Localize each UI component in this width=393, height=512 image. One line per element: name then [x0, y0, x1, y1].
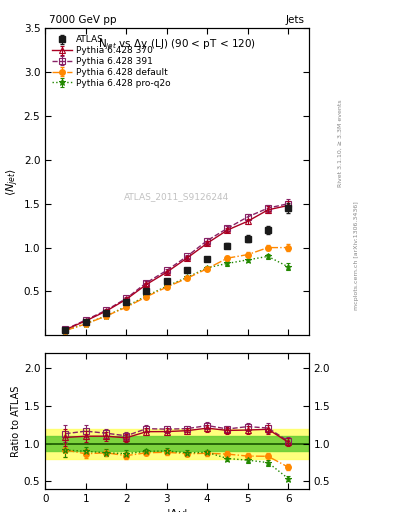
- Legend: ATLAS, Pythia 6.428 370, Pythia 6.428 391, Pythia 6.428 default, Pythia 6.428 pr: ATLAS, Pythia 6.428 370, Pythia 6.428 39…: [50, 33, 173, 90]
- Text: Rivet 3.1.10, ≥ 3.3M events: Rivet 3.1.10, ≥ 3.3M events: [338, 99, 343, 187]
- Text: 7000 GeV pp: 7000 GeV pp: [49, 15, 117, 26]
- Text: mcplots.cern.ch [arXiv:1306.3436]: mcplots.cern.ch [arXiv:1306.3436]: [354, 202, 359, 310]
- Bar: [45, 436, 309, 451]
- Text: N$_{jet}$ vs $\Delta$y (LJ) (90 < pT < 120): N$_{jet}$ vs $\Delta$y (LJ) (90 < pT < 1…: [98, 37, 256, 52]
- X-axis label: $|\Delta y|$: $|\Delta y|$: [166, 506, 188, 512]
- Y-axis label: Ratio to ATLAS: Ratio to ATLAS: [11, 386, 21, 457]
- Text: ATLAS_2011_S9126244: ATLAS_2011_S9126244: [124, 193, 230, 202]
- Text: Jets: Jets: [286, 15, 305, 26]
- Y-axis label: $\langle N_{jet}\rangle$: $\langle N_{jet}\rangle$: [5, 167, 21, 196]
- Bar: [45, 429, 309, 459]
